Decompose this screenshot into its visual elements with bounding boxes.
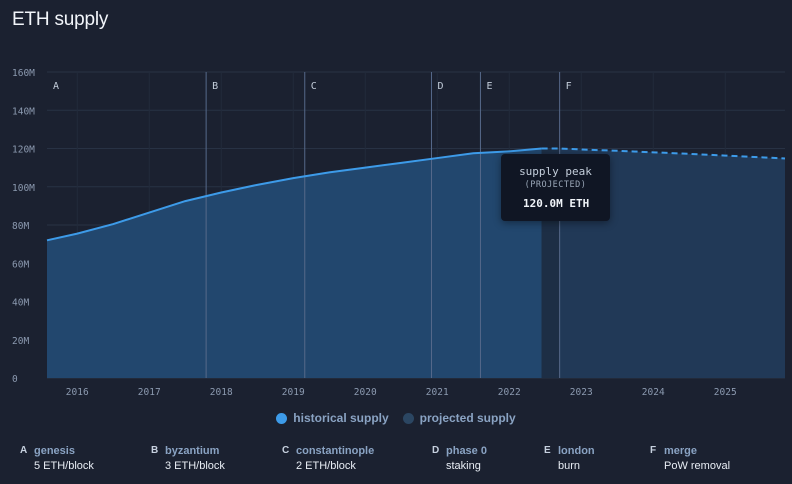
y-tick-label: 20M — [12, 336, 29, 347]
x-tick-label: 2024 — [642, 387, 665, 398]
event-key-name: phase 0 — [446, 445, 487, 457]
x-tick-label: 2016 — [66, 387, 89, 398]
event-marker-letter: A — [53, 81, 59, 92]
y-tick-label: 40M — [12, 298, 29, 309]
x-tick-label: 2020 — [354, 387, 377, 398]
page-title: ETH supply — [12, 9, 109, 30]
event-key-desc: 5 ETH/block — [34, 460, 94, 472]
legend-dot-projected — [402, 412, 414, 424]
event-key-name: genesis — [34, 445, 75, 457]
event-key-desc: 2 ETH/block — [296, 460, 356, 472]
x-tick-label: 2019 — [282, 387, 305, 398]
y-tick-label: 140M — [12, 106, 35, 117]
tooltip-title: supply peak — [519, 165, 592, 178]
legend-item-projected[interactable]: projected supply — [402, 411, 516, 425]
event-marker-letter: E — [486, 81, 492, 92]
x-tick-label: 2025 — [714, 387, 737, 398]
event-key-desc: 3 ETH/block — [165, 460, 225, 472]
tooltip-subtitle: (PROJECTED) — [524, 180, 587, 190]
line-projected — [541, 147, 786, 160]
supply-chart: A B C D E F 0 20M 40M 60M 80M 100M 120M 140M 160M 201… — [12, 68, 786, 398]
event-key-desc: staking — [446, 460, 481, 472]
event-key-letter: F — [650, 445, 657, 456]
tooltip-value: 120.0M ETH — [523, 197, 590, 210]
event-key-letter: E — [544, 445, 551, 456]
event-key-desc: burn — [558, 460, 581, 472]
legend-item-historical[interactable]: historical supply — [276, 411, 389, 425]
line-historical — [46, 147, 542, 242]
y-tick-label: 0 — [12, 374, 18, 385]
event-marker-letter: B — [212, 81, 218, 92]
event-key: A genesis 5 ETH/block B byzantium 3 ETH/… — [0, 445, 792, 481]
y-tick-label: 120M — [12, 145, 35, 156]
area-historical — [47, 148, 542, 378]
legend-label-projected: projected supply — [419, 411, 516, 425]
event-key-letter: A — [20, 445, 28, 456]
y-tick-label: 80M — [12, 221, 29, 232]
y-tick-label: 60M — [12, 259, 29, 270]
event-key-name: constantinople — [296, 445, 375, 457]
y-tick-label: 160M — [12, 68, 35, 79]
chart-legend: historical supply projected supply — [0, 411, 792, 425]
event-key-name: london — [558, 445, 595, 457]
x-tick-label: 2017 — [138, 387, 161, 398]
y-tick-label: 100M — [12, 183, 35, 194]
event-key-desc: PoW removal — [664, 460, 731, 472]
event-marker-letter: D — [437, 81, 443, 92]
x-tick-label: 2021 — [426, 387, 449, 398]
event-key-letter: C — [282, 445, 290, 456]
x-tick-label: 2022 — [498, 387, 521, 398]
event-key-letter: B — [151, 445, 159, 456]
event-marker-letter: F — [566, 81, 572, 92]
event-marker-letter: C — [311, 81, 317, 92]
legend-dot-historical — [276, 412, 288, 424]
event-key-name: byzantium — [165, 445, 220, 457]
legend-label-historical: historical supply — [293, 411, 389, 425]
event-key-name: merge — [664, 445, 698, 457]
x-tick-label: 2023 — [570, 387, 593, 398]
x-tick-label: 2018 — [210, 387, 233, 398]
supply-peak-tooltip: supply peak (PROJECTED) 120.0M ETH — [501, 154, 610, 221]
event-key-letter: D — [432, 445, 440, 456]
